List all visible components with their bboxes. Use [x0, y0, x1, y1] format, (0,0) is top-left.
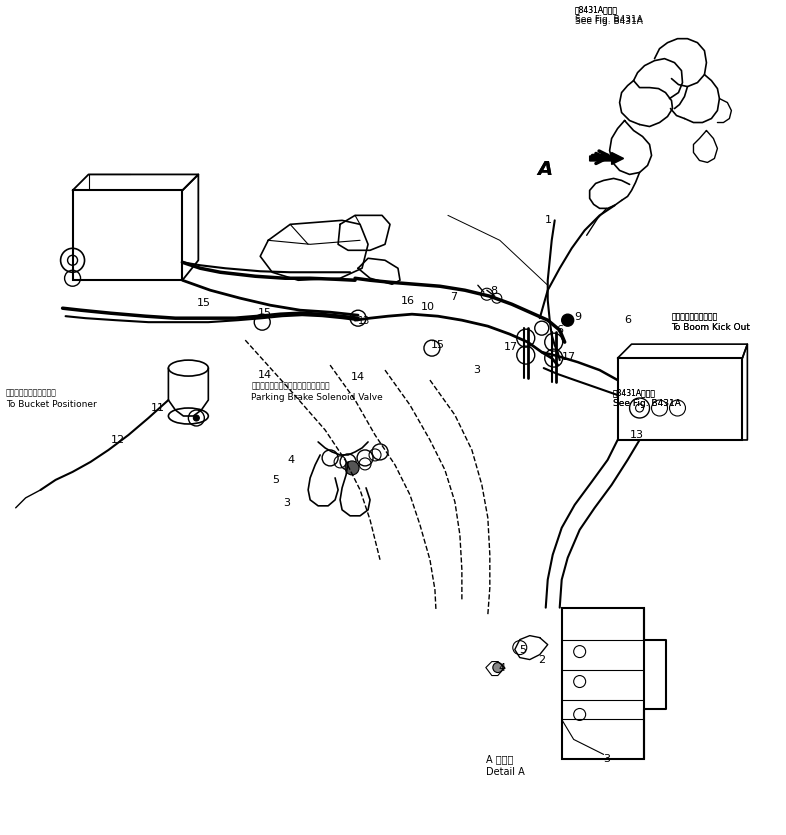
- Circle shape: [193, 415, 200, 421]
- Bar: [618, 358, 743, 440]
- Text: 15: 15: [259, 308, 272, 318]
- Bar: [72, 190, 182, 281]
- Text: 7: 7: [450, 292, 457, 302]
- Text: ブームキックアウトへ: ブームキックアウトへ: [671, 312, 718, 321]
- Text: ブームキックアウトヘ: ブームキックアウトヘ: [671, 312, 718, 321]
- Bar: [562, 608, 644, 759]
- Text: 13: 13: [630, 430, 644, 440]
- Text: To Boom Kick Out: To Boom Kick Out: [671, 323, 751, 332]
- Text: 10: 10: [421, 302, 435, 312]
- Text: 4: 4: [287, 455, 294, 465]
- Text: 2: 2: [538, 655, 545, 665]
- Text: 15: 15: [431, 340, 445, 350]
- Text: 第8431A図参照: 第8431A図参照: [575, 6, 618, 15]
- Text: バケットポジッショナヘ: バケットポジッショナヘ: [6, 388, 57, 397]
- Text: A: A: [538, 160, 553, 180]
- Text: 4: 4: [499, 662, 506, 672]
- Text: 13: 13: [358, 316, 370, 326]
- Text: 12: 12: [111, 435, 125, 445]
- Text: 17: 17: [562, 352, 576, 362]
- Text: 16: 16: [401, 296, 415, 306]
- Text: 3: 3: [473, 365, 480, 375]
- Text: 3: 3: [604, 754, 611, 764]
- Text: 11: 11: [150, 403, 164, 413]
- Text: Detail A: Detail A: [486, 767, 524, 777]
- Text: See Fig. B431A: See Fig. B431A: [575, 17, 642, 26]
- Circle shape: [493, 662, 503, 672]
- Circle shape: [345, 461, 359, 475]
- Text: A 詳細図: A 詳細図: [486, 754, 513, 764]
- Text: A: A: [538, 160, 553, 180]
- Text: 第8431A図参照: 第8431A図参照: [575, 6, 618, 15]
- Text: Parking Brake Solenoid Valve: Parking Brake Solenoid Valve: [252, 393, 383, 402]
- FancyArrow shape: [590, 153, 623, 164]
- Text: 9: 9: [575, 312, 582, 322]
- Text: 14: 14: [351, 372, 365, 382]
- Text: 14: 14: [259, 370, 273, 380]
- Text: 6: 6: [556, 325, 564, 335]
- Text: 5: 5: [272, 475, 279, 485]
- Text: パーキングブレーキソレノイドバルブ: パーキングブレーキソレノイドバルブ: [252, 381, 330, 390]
- Text: 8: 8: [490, 286, 497, 296]
- Text: To Bucket Positioner: To Bucket Positioner: [6, 400, 97, 409]
- Text: 3: 3: [283, 498, 290, 508]
- Text: 6: 6: [625, 315, 632, 325]
- Text: To Boom Kick Out: To Boom Kick Out: [671, 323, 751, 332]
- Circle shape: [562, 314, 574, 326]
- Text: 17: 17: [504, 342, 518, 352]
- Text: 第8431A図参照: 第8431A図参照: [612, 388, 656, 397]
- Text: See Fig. B431A: See Fig. B431A: [612, 399, 681, 408]
- Text: 1: 1: [545, 215, 552, 225]
- Text: 15: 15: [196, 298, 211, 308]
- Text: 第8431A図参照: 第8431A図参照: [612, 388, 656, 397]
- Text: 5: 5: [519, 645, 526, 655]
- Text: See Fig. B431A: See Fig. B431A: [612, 399, 681, 408]
- Text: See Fig. B431A: See Fig. B431A: [575, 15, 642, 23]
